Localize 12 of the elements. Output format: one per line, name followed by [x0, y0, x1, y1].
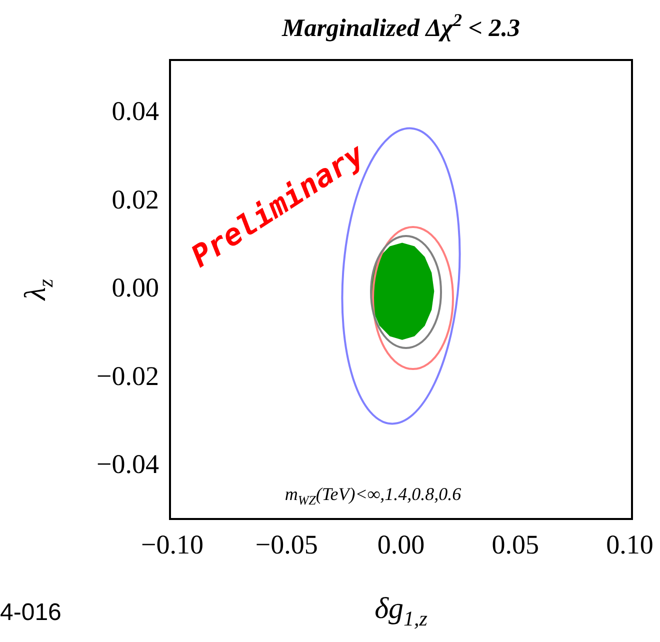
- y-tick-label: −0.02: [96, 360, 159, 391]
- x-tick-label: −0.05: [255, 529, 318, 560]
- y-tick-label: 0.04: [112, 96, 160, 126]
- x-tick-label: −0.10: [141, 529, 204, 560]
- y-tick-label: 0.00: [112, 272, 159, 303]
- y-tick-label: 0.02: [112, 184, 159, 214]
- y-axis-title: λz: [19, 278, 58, 302]
- x-tick-label: 0.00: [377, 529, 425, 560]
- y-tick-label: −0.04: [96, 449, 160, 480]
- text: 4-016: [0, 599, 62, 626]
- x-tick-label: 0.10: [606, 529, 654, 560]
- x-tick-label: 0.05: [492, 529, 539, 560]
